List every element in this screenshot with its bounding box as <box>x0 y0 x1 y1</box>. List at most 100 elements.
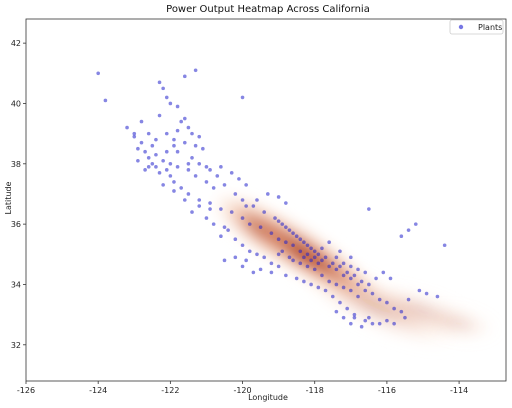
plant-point <box>146 131 151 136</box>
plant-point <box>320 273 324 278</box>
plant-point <box>219 234 223 238</box>
plant-point <box>193 68 198 73</box>
plant-point <box>157 171 162 175</box>
plant-point <box>363 318 368 323</box>
plant-point <box>161 86 165 91</box>
plant-point <box>186 168 191 172</box>
plant-point <box>338 300 342 305</box>
plant-point <box>168 101 173 106</box>
plant-point <box>435 294 440 299</box>
plant-point <box>320 258 324 263</box>
plant-point <box>327 264 331 269</box>
plant-point <box>424 291 429 296</box>
plant-point <box>139 140 144 145</box>
plant-point <box>219 165 223 169</box>
plant-point <box>284 273 288 278</box>
plant-point <box>157 80 162 85</box>
plant-point <box>334 282 339 287</box>
plant-point <box>175 104 180 109</box>
plant-point <box>258 267 263 272</box>
plant-point <box>197 204 202 208</box>
plant-point <box>240 95 245 100</box>
plant-point <box>291 258 295 263</box>
plant-point <box>276 195 281 199</box>
plant-point <box>305 264 310 269</box>
x-tick-label: -120 <box>233 386 251 395</box>
plant-point <box>244 204 248 208</box>
plant-point <box>143 149 147 154</box>
heatmap-kernel <box>416 303 502 345</box>
plant-point <box>320 246 324 251</box>
y-tick-label: 40 <box>11 99 21 108</box>
plant-point <box>338 264 342 269</box>
plant-point <box>182 74 187 79</box>
plant-point <box>417 288 422 293</box>
legend-label: Plants <box>478 23 502 32</box>
plant-point <box>349 276 353 281</box>
plant-point <box>146 165 151 169</box>
x-axis-label: Longitude <box>248 393 288 402</box>
x-tick-label: -124 <box>89 386 107 395</box>
plant-point <box>294 276 299 281</box>
plant-point <box>182 116 187 121</box>
plant-point <box>370 291 375 296</box>
plant-point <box>367 207 371 211</box>
plant-point <box>197 134 202 139</box>
plant-point <box>175 165 180 169</box>
plant-point <box>385 318 389 323</box>
plant-point <box>154 152 158 157</box>
plant-point <box>251 204 256 208</box>
plant-point <box>164 131 169 136</box>
plant-point <box>229 171 234 175</box>
plant-point <box>302 255 306 260</box>
heatmap-layer <box>206 188 502 352</box>
plant-point <box>341 261 346 266</box>
legend-box <box>449 19 504 35</box>
plant-point <box>208 207 212 211</box>
plant-point <box>154 137 158 142</box>
plant-point <box>284 201 288 205</box>
plant-point <box>341 315 346 320</box>
plant-point <box>302 279 306 284</box>
plant-point <box>251 270 256 275</box>
plant-point <box>309 246 313 251</box>
plant-point <box>280 222 285 226</box>
plant-point <box>204 216 209 220</box>
plant-point <box>377 321 382 326</box>
plant-point <box>349 321 353 326</box>
x-tick-label: -118 <box>306 386 324 395</box>
plant-point <box>284 225 288 229</box>
plant-point <box>352 273 357 278</box>
plant-point <box>193 143 198 148</box>
plant-point <box>298 237 303 242</box>
plant-point <box>298 249 303 254</box>
plant-point <box>211 186 216 190</box>
plant-point <box>276 219 281 223</box>
plant-point <box>172 180 176 184</box>
plant-point <box>330 294 335 299</box>
plant-point <box>164 168 169 172</box>
plant-point <box>229 210 234 214</box>
plant-point <box>222 183 227 187</box>
plant-point <box>186 162 191 166</box>
plant-point <box>186 192 191 196</box>
plant-point <box>172 137 176 142</box>
plant-point <box>330 261 335 266</box>
plant-point <box>298 261 303 266</box>
plant-point <box>345 270 350 275</box>
plant-point <box>247 249 252 254</box>
scatter-points <box>96 68 447 329</box>
plant-point <box>392 306 396 311</box>
plant-point <box>150 162 155 166</box>
plant-point <box>312 267 317 272</box>
plant-point <box>208 201 212 205</box>
plant-point <box>316 252 321 257</box>
plant-point <box>182 198 187 202</box>
plant-point <box>139 119 144 124</box>
plant-point <box>312 249 317 254</box>
plant-point <box>226 228 230 232</box>
plant-point <box>132 134 137 139</box>
plant-point <box>403 315 407 320</box>
plant-point <box>172 143 176 148</box>
plant-point <box>385 300 389 305</box>
